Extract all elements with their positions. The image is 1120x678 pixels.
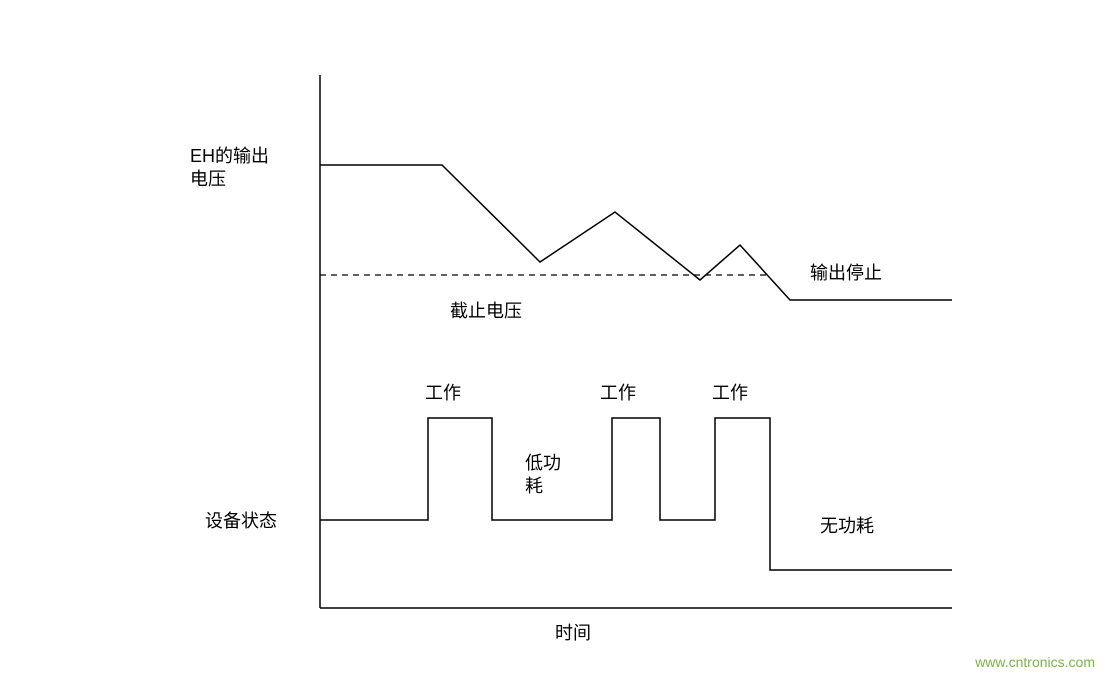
work-label-2: 工作 [600,382,636,405]
output-stop-label: 输出停止 [810,262,882,285]
x-axis-label-time: 时间 [555,622,591,645]
work-label-3: 工作 [712,382,748,405]
watermark: www.cntronics.com [975,654,1095,670]
y-axis-label-device: 设备状态 [205,510,277,533]
low-power-label: 低功 耗 [525,452,561,499]
device-state-curve [320,418,952,570]
no-power-label: 无功耗 [820,515,874,538]
y-axis-label-voltage: EH的输出 电压 [190,145,269,192]
work-label-1: 工作 [425,382,461,405]
diagram-container: EH的输出 电压 设备状态 时间 截止电压 输出停止 工作 工作 工作 低功 耗… [0,0,1120,678]
cutoff-voltage-label: 截止电压 [450,300,522,323]
diagram-svg [0,0,1120,678]
